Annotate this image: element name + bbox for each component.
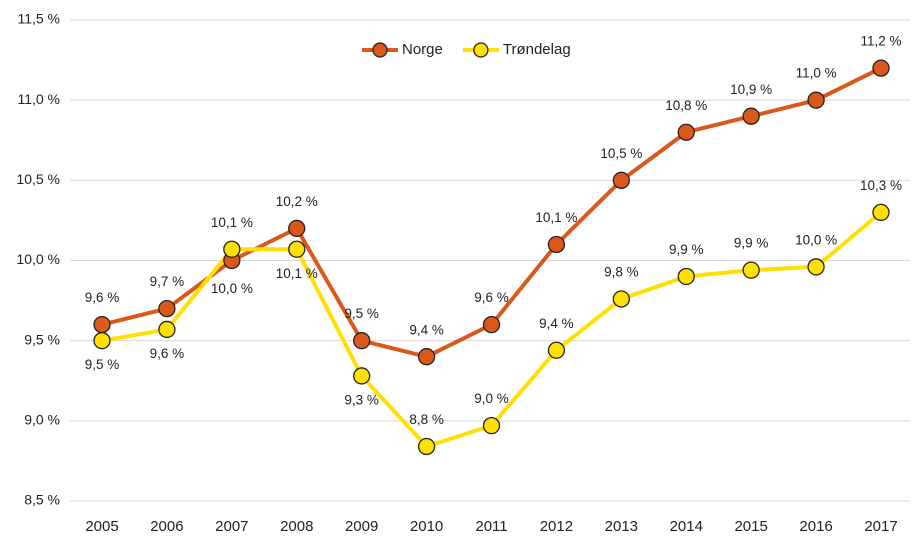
data-label: 9,9 %: [669, 242, 704, 257]
data-label: 10,9 %: [730, 82, 772, 97]
marker: [158, 320, 176, 339]
marker: [807, 258, 825, 276]
data-label: 10,8 %: [665, 98, 707, 113]
x-tick-label: 2015: [734, 518, 767, 535]
marker: [742, 107, 760, 125]
marker: [807, 91, 825, 109]
x-tick-label: 2011: [475, 518, 507, 535]
data-label: 10,1 %: [535, 210, 577, 225]
x-tick-label: 2013: [605, 518, 638, 535]
data-label: 10,0 %: [795, 232, 837, 247]
marker: [158, 299, 176, 318]
data-label: 9,4 %: [539, 316, 574, 331]
y-tick-label: 11,0 %: [17, 91, 60, 107]
marker: [547, 235, 566, 254]
x-tick-label: 2007: [215, 518, 248, 535]
marker: [872, 59, 890, 77]
legend-marker: [473, 42, 489, 58]
marker: [742, 261, 760, 279]
marker: [93, 332, 111, 350]
data-label: 9,6 %: [150, 346, 185, 361]
x-tick-label: 2009: [345, 518, 378, 535]
x-tick-label: 2010: [410, 518, 443, 535]
data-label: 9,0 %: [474, 391, 509, 406]
y-tick-label: 10,0 %: [16, 251, 60, 267]
data-label: 10,1 %: [211, 215, 253, 230]
marker: [677, 123, 695, 141]
marker: [872, 203, 890, 222]
marker: [288, 219, 306, 238]
legend-label: Trøndelag: [503, 41, 571, 58]
data-label: 11,0 %: [796, 66, 837, 81]
data-label: 10,0 %: [211, 281, 253, 296]
x-tick-label: 2016: [799, 518, 832, 535]
y-tick-label: 11,5 %: [17, 11, 60, 27]
marker: [547, 341, 566, 359]
marker: [223, 240, 241, 258]
data-label: 10,2 %: [276, 194, 318, 209]
data-label: 9,5 %: [85, 357, 120, 372]
marker: [417, 437, 436, 456]
marker: [353, 332, 371, 350]
marker: [677, 267, 695, 286]
legend-label: Norge: [402, 41, 443, 58]
data-label: 9,3 %: [344, 393, 379, 408]
x-tick-label: 2008: [280, 518, 313, 535]
x-tick-label: 2006: [150, 518, 183, 535]
data-label: 10,3 %: [860, 178, 902, 193]
data-label: 9,9 %: [734, 236, 769, 251]
marker: [417, 348, 436, 366]
marker: [93, 315, 111, 334]
data-label: 9,8 %: [604, 265, 639, 280]
data-label: 11,2 %: [860, 34, 901, 49]
y-tick-label: 9,5 %: [24, 331, 60, 347]
x-tick-label: 2014: [670, 518, 703, 535]
marker: [482, 315, 501, 334]
data-label: 9,6 %: [85, 290, 120, 305]
series-line: [101, 66, 882, 359]
x-tick-label: 2012: [540, 518, 573, 535]
data-label: 10,5 %: [600, 146, 642, 161]
legend-marker: [372, 42, 388, 58]
data-label: 9,4 %: [409, 322, 444, 337]
marker: [482, 416, 501, 435]
data-label: 8,8 %: [409, 412, 444, 427]
x-tick-label: 2017: [864, 518, 897, 535]
data-label: 10,1 %: [276, 266, 318, 281]
y-tick-label: 10,5 %: [16, 171, 60, 187]
marker: [288, 240, 306, 258]
data-label: 9,7 %: [150, 274, 185, 289]
x-tick-label: 2005: [85, 518, 118, 535]
marker: [612, 171, 630, 189]
y-tick-label: 8,5 %: [24, 492, 60, 508]
marker: [353, 367, 371, 385]
data-label: 9,5 %: [344, 306, 379, 321]
data-label: 9,6 %: [474, 290, 509, 305]
y-tick-label: 9,0 %: [24, 412, 60, 428]
marker: [612, 290, 630, 308]
